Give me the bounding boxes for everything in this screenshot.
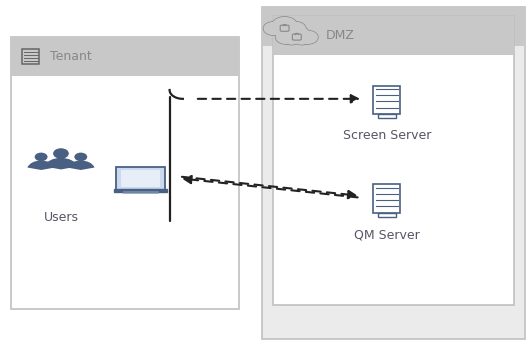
Text: Screen Server: Screen Server (343, 130, 431, 142)
FancyBboxPatch shape (11, 37, 238, 76)
FancyBboxPatch shape (22, 48, 39, 64)
Circle shape (294, 34, 310, 45)
Text: Application Infrastructure: Application Infrastructure (313, 20, 464, 33)
FancyBboxPatch shape (262, 7, 525, 46)
Circle shape (34, 152, 48, 161)
FancyBboxPatch shape (378, 114, 396, 118)
FancyBboxPatch shape (374, 85, 400, 114)
FancyBboxPatch shape (121, 170, 160, 187)
Circle shape (263, 22, 284, 35)
FancyBboxPatch shape (116, 167, 165, 190)
FancyBboxPatch shape (280, 25, 289, 31)
Circle shape (74, 152, 87, 161)
Circle shape (286, 22, 306, 35)
Text: Tenant: Tenant (50, 50, 92, 63)
FancyBboxPatch shape (262, 7, 525, 339)
FancyBboxPatch shape (374, 184, 400, 213)
Text: DMZ: DMZ (326, 29, 355, 42)
FancyBboxPatch shape (378, 213, 396, 217)
Text: Users: Users (43, 211, 78, 223)
Circle shape (284, 26, 310, 42)
Circle shape (271, 25, 288, 36)
Text: QM Server: QM Server (354, 228, 420, 241)
Circle shape (298, 31, 318, 44)
FancyBboxPatch shape (273, 16, 514, 55)
FancyBboxPatch shape (273, 16, 514, 305)
Wedge shape (67, 161, 94, 170)
Circle shape (53, 148, 69, 159)
Wedge shape (44, 158, 78, 169)
Wedge shape (28, 161, 55, 170)
FancyBboxPatch shape (11, 37, 238, 309)
Circle shape (284, 34, 300, 45)
Circle shape (276, 31, 296, 44)
Circle shape (272, 17, 297, 34)
Circle shape (281, 25, 298, 36)
FancyBboxPatch shape (293, 34, 301, 40)
FancyBboxPatch shape (114, 189, 167, 192)
